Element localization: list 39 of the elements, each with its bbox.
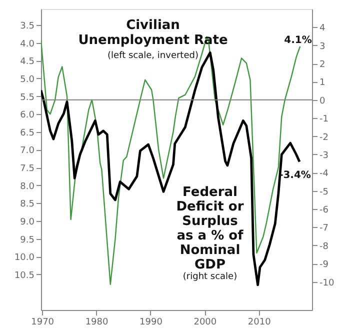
y-tick-label: 9.5 <box>20 235 34 246</box>
y2-tick-label: -8 <box>320 242 329 252</box>
y-tick-label: 4.5 <box>20 57 34 68</box>
y2-tick-label: 0 <box>320 96 326 106</box>
x-tick-label: 1970 <box>31 318 54 328</box>
y2-tick-label: -6 <box>320 206 329 216</box>
y2-tick-label: -4 <box>320 169 329 180</box>
y-tick-label: 10.5 <box>14 270 34 281</box>
y2-tick-label: 1 <box>320 78 326 88</box>
x-tick-label: 2010 <box>248 318 272 328</box>
y2-tick-label: -9 <box>320 260 329 270</box>
y-tick-label: 10.0 <box>14 253 35 264</box>
x-tick-label: 1990 <box>140 318 163 328</box>
y2-tick-label: -10 <box>320 278 334 288</box>
annotation: (left scale, inverted) <box>108 51 198 61</box>
y-tick-label: 4.0 <box>20 39 35 50</box>
y2-tick-label: 4 <box>320 24 326 34</box>
annotation: 4.1% <box>284 35 312 46</box>
y-tick-label: 7.5 <box>20 164 34 174</box>
y2-tick-label: -3 <box>320 151 328 161</box>
y-tick-label: 5.0 <box>20 74 35 85</box>
y2-tick-label: 3 <box>320 42 326 52</box>
y-tick-label: 3.5 <box>20 22 34 32</box>
y2-tick-label: -7 <box>320 224 328 234</box>
annotation: Federal Deficit or Surplus as a % of Nominal GDP <box>176 185 244 272</box>
y2-tick-label: -5 <box>320 187 328 198</box>
y-tick-label: 6.0 <box>20 110 35 121</box>
y-tick-label: 5.5 <box>20 92 34 103</box>
y-tick-label: 8.0 <box>20 182 35 192</box>
y-tick-label: 8.5 <box>20 200 34 210</box>
y2-tick-label: -2 <box>320 132 328 143</box>
annotation: (right scale) <box>182 272 238 282</box>
y2-tick-label: -1 <box>320 114 328 125</box>
x-tick-label: 2000 <box>194 318 217 328</box>
y-tick-label: 6.5 <box>20 128 34 138</box>
y-tick-label: 7.0 <box>20 146 35 156</box>
y-tick-label: 9.0 <box>20 217 35 228</box>
y2-tick-label: 2 <box>320 60 326 70</box>
x-tick-label: 1980 <box>85 318 109 328</box>
